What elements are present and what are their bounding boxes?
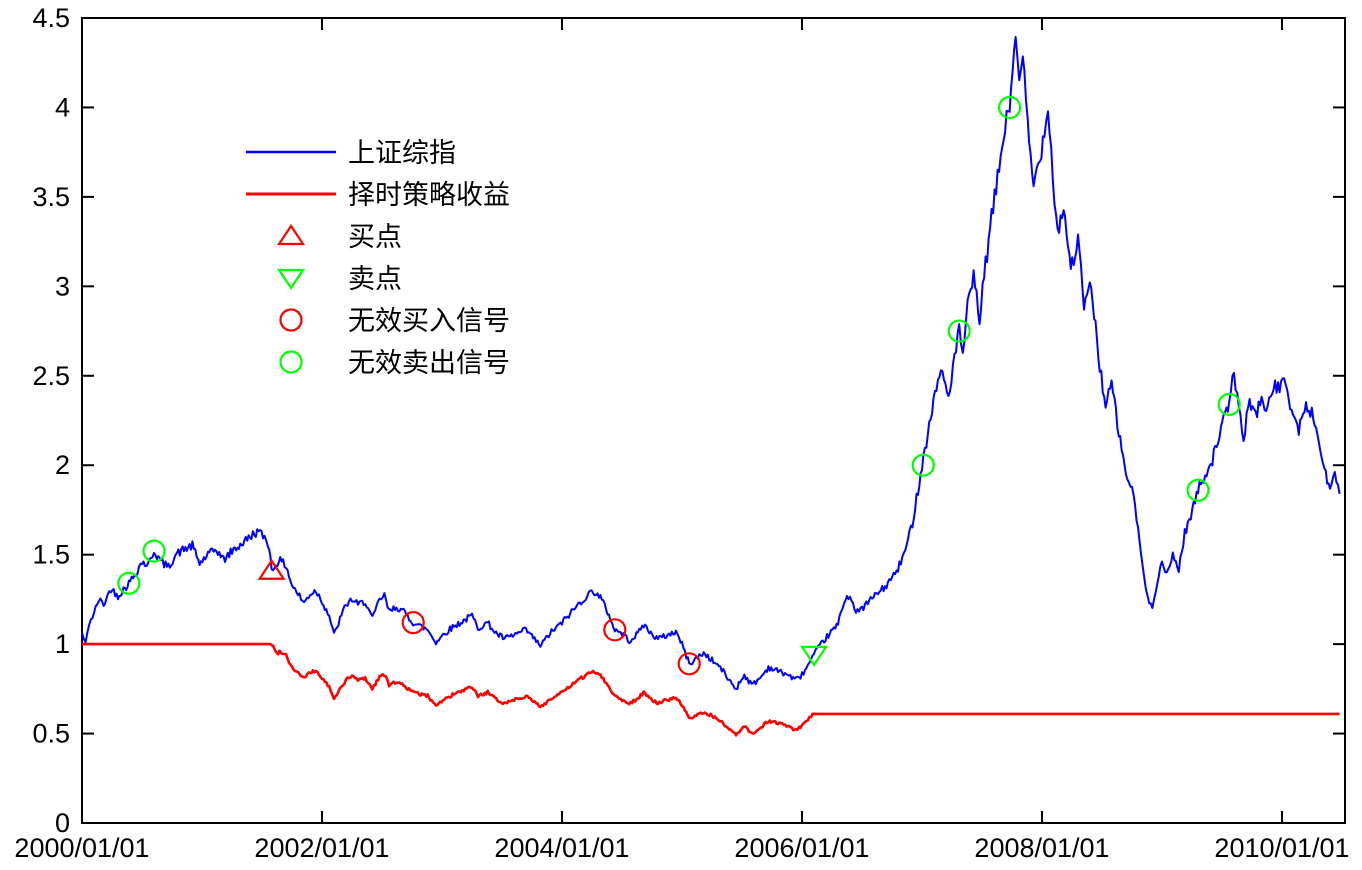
marker-group bbox=[799, 645, 829, 667]
y-axis-tick-label: 1.5 bbox=[32, 540, 70, 570]
legend-label: 无效卖出信号 bbox=[348, 348, 510, 378]
signal-circle-icon bbox=[1217, 392, 1241, 416]
signal-circle-icon bbox=[997, 95, 1022, 120]
signal-circle-icon bbox=[603, 618, 627, 642]
marker-group bbox=[117, 95, 1241, 595]
sell-triangle-icon bbox=[799, 645, 829, 667]
axes bbox=[81, 17, 1346, 824]
signal-circle-icon bbox=[117, 571, 141, 595]
series-lines bbox=[81, 36, 1341, 737]
y-axis-tick-label: 2 bbox=[55, 450, 70, 480]
legend-entry: 上证综指 bbox=[246, 138, 456, 168]
x-axis-tick-label: 2008/01/01 bbox=[974, 833, 1109, 863]
y-axis-tick-label: 1 bbox=[55, 629, 70, 659]
index-line bbox=[81, 36, 1341, 691]
legend-label: 买点 bbox=[348, 222, 402, 252]
signal-circle-icon bbox=[911, 453, 935, 477]
signal-circle-icon bbox=[142, 539, 166, 563]
marker-group bbox=[401, 611, 701, 676]
y-axis-tick-label: 0 bbox=[55, 808, 70, 838]
legend-entry: 无效卖出信号 bbox=[279, 348, 510, 378]
x-axis-tick-label: 2002/01/01 bbox=[254, 833, 389, 863]
signal-circle-icon bbox=[947, 319, 971, 343]
signal-circle-icon bbox=[279, 350, 303, 374]
x-axis-tick-label: 2010/01/01 bbox=[1214, 833, 1349, 863]
buy-triangle-icon bbox=[257, 558, 286, 580]
sell-triangle-icon bbox=[276, 268, 306, 290]
y-axis-tick-label: 4.5 bbox=[32, 3, 70, 33]
y-axis-tick-label: 3 bbox=[55, 271, 70, 301]
legend-entry: 卖点 bbox=[276, 264, 402, 294]
legend-entry: 无效买入信号 bbox=[279, 306, 510, 336]
signal-circle-icon bbox=[279, 308, 303, 332]
plot-box bbox=[81, 17, 1346, 824]
axis-labels: 2000/01/01 2002/01/01 2004/01/01 2006/01/01… bbox=[14, 3, 1349, 863]
strategy-return-line bbox=[82, 642, 1340, 737]
signal-markers bbox=[117, 95, 1241, 676]
legend-entry: 买点 bbox=[276, 222, 402, 252]
x-axis-tick-label: 2000/01/01 bbox=[14, 833, 149, 863]
signal-circle-icon bbox=[1186, 478, 1210, 502]
legend-label: 上证综指 bbox=[348, 138, 456, 168]
y-axis-tick-label: 0.5 bbox=[32, 719, 70, 749]
legend-label: 卖点 bbox=[348, 264, 402, 294]
y-axis-tick-label: 3.5 bbox=[32, 182, 70, 212]
buy-triangle-icon bbox=[276, 224, 306, 246]
signal-circle-icon bbox=[677, 652, 701, 676]
legend-label: 择时策略收益 bbox=[348, 180, 510, 210]
x-axis-tick-label: 2006/01/01 bbox=[734, 833, 869, 863]
legend-entry: 择时策略收益 bbox=[246, 180, 510, 210]
x-axis-tick-label: 2004/01/01 bbox=[494, 833, 629, 863]
y-axis-tick-label: 4 bbox=[55, 92, 70, 122]
legend-label: 无效买入信号 bbox=[348, 306, 510, 336]
marker-group bbox=[257, 558, 286, 580]
y-axis-tick-label: 2.5 bbox=[32, 361, 70, 391]
signal-circle-icon bbox=[401, 611, 425, 635]
